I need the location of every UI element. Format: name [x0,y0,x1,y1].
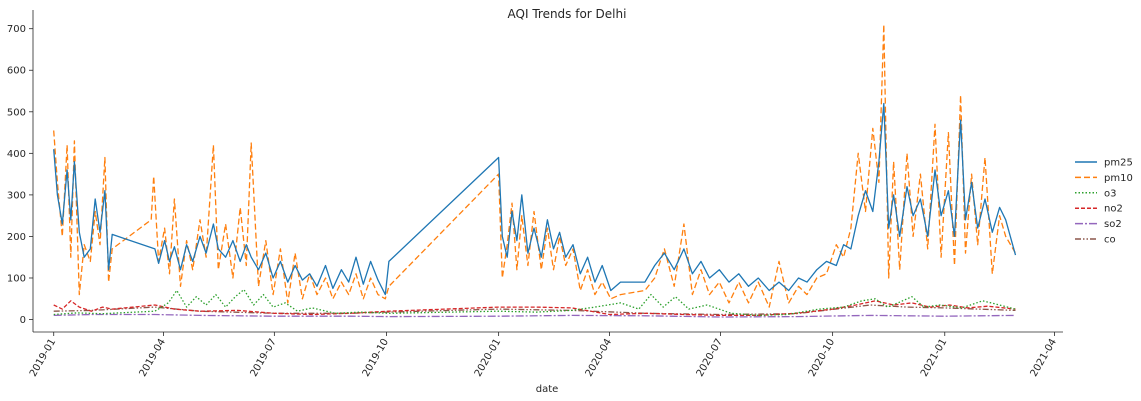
legend-label-pm25: pm25 [1104,158,1133,169]
x-tick-label: 2019-04 [138,337,168,379]
x-tick-label: 2021-04 [1029,337,1059,379]
series-line-pm25 [53,102,1017,296]
x-tick-label: 2020-01 [473,337,503,379]
x-tick-label: 2020-07 [695,337,725,379]
y-tick-label: 500 [7,107,26,118]
x-tick-label: 2019-07 [249,337,279,379]
legend-label-o3: o3 [1104,188,1116,199]
legend-label-co: co [1104,235,1116,246]
x-tick-label: 2021-01 [919,337,949,379]
legend: pm25 pm10 o3 no2 so2 co [1075,158,1133,246]
chart-title: AQI Trends for Delhi [508,7,627,21]
x-tick-label: 2020-04 [584,337,614,379]
series-line-o3 [53,288,1016,317]
x-axis-title: date [536,384,559,395]
y-axis: 0 100 200 300 400 500 600 700 [7,10,34,332]
y-tick-label: 300 [7,190,26,201]
series-line-pm10 [53,23,1017,308]
x-tick-label: 2019-01 [28,337,58,379]
y-tick-label: 700 [7,24,26,35]
legend-label-no2: no2 [1104,204,1123,215]
series-line-co [53,304,1016,316]
y-tick-label: 0 [20,315,26,326]
y-tick-label: 100 [7,273,26,284]
series-line-no2 [53,300,1016,317]
series-line-so2 [53,313,1016,318]
x-tick-label: 2019-10 [361,337,391,379]
y-tick-label: 400 [7,149,26,160]
x-axis: 2019-01 2019-04 2019-07 2019-10 2020-01 2020-… [28,331,1063,379]
legend-label-so2: so2 [1104,219,1122,230]
series-layer [53,23,1017,318]
legend-label-pm10: pm10 [1104,173,1133,184]
y-tick-label: 600 [7,66,26,77]
x-tick-label: 2020-10 [807,337,837,379]
y-tick-label: 200 [7,232,26,243]
